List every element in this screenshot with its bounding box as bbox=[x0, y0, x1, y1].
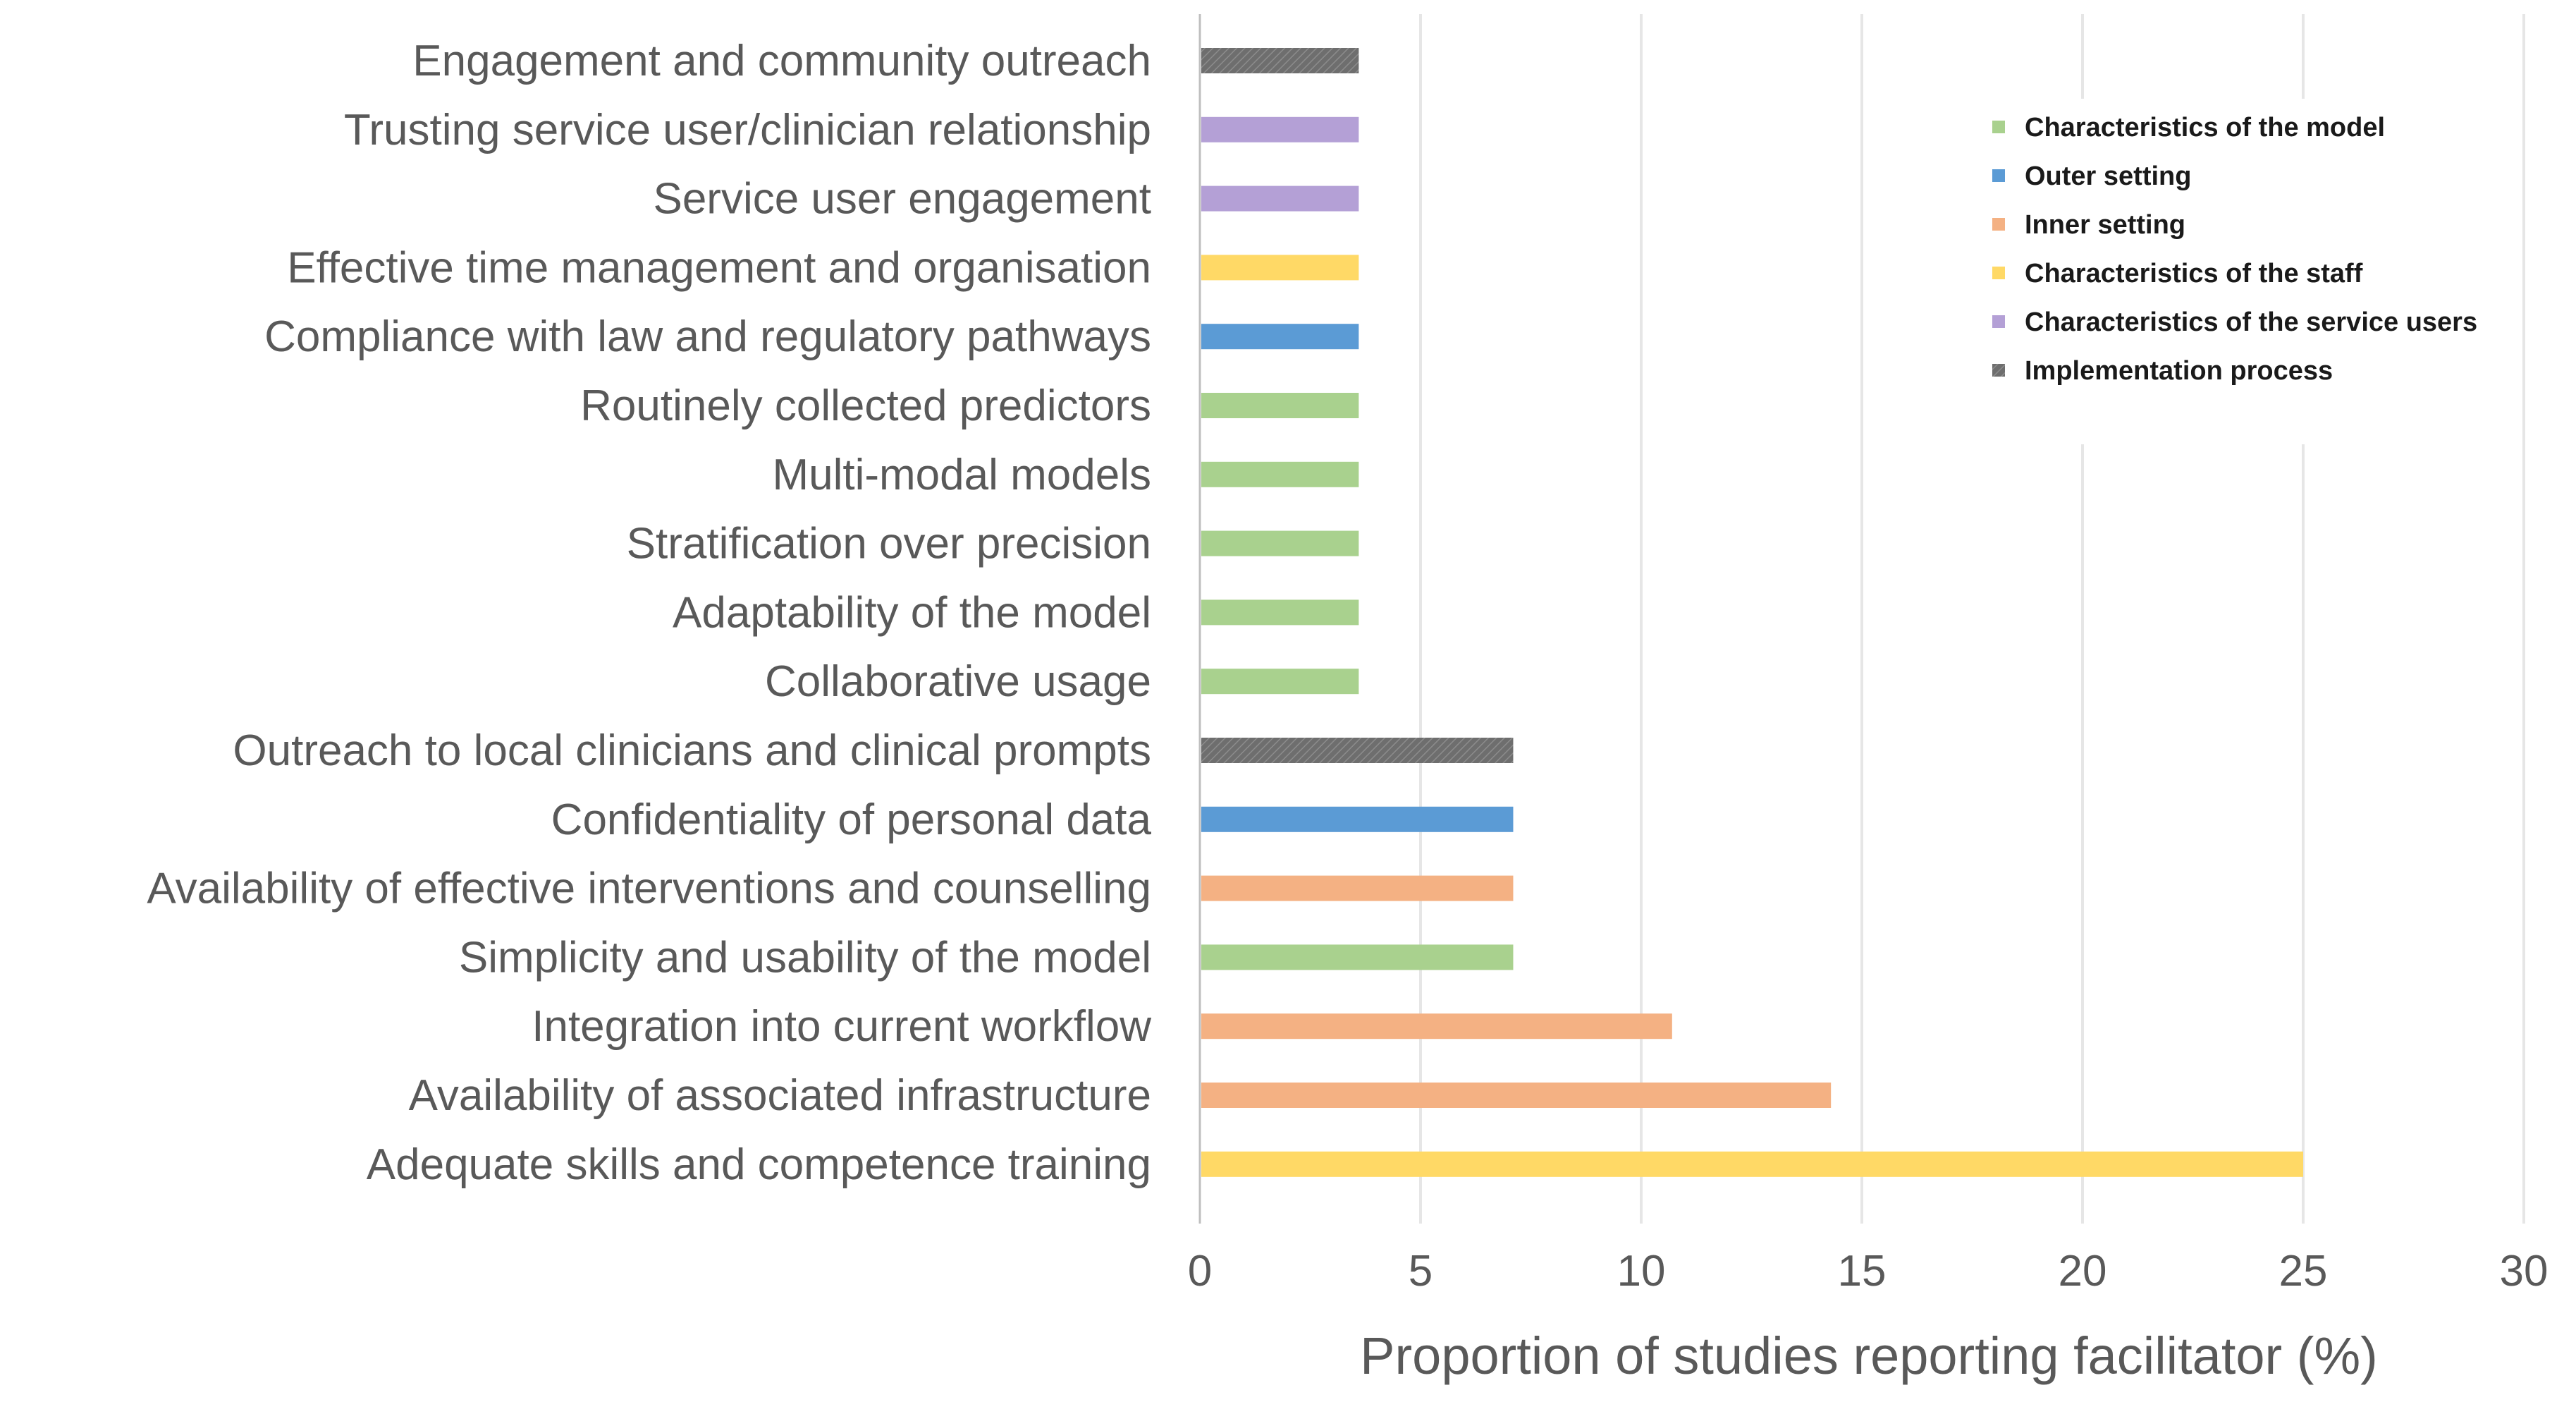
bar bbox=[1201, 738, 1514, 763]
bar bbox=[1201, 944, 1514, 970]
legend-swatch bbox=[1992, 315, 2005, 328]
bar bbox=[1201, 599, 1359, 626]
bar bbox=[1201, 255, 1359, 281]
category-label: Multi-modal models bbox=[772, 451, 1151, 499]
category-label: Integration into current workflow bbox=[532, 1002, 1151, 1051]
category-label: Simplicity and usability of the model bbox=[459, 933, 1151, 982]
category-label: Confidentiality of personal data bbox=[551, 796, 1152, 844]
category-label: Stratification over precision bbox=[627, 520, 1151, 568]
x-tick-label: 0 bbox=[1188, 1247, 1212, 1296]
bar bbox=[1201, 1083, 1832, 1108]
bar bbox=[1201, 530, 1359, 556]
category-label: Adequate skills and competence training bbox=[367, 1140, 1151, 1189]
category-label: Availability of effective interventions … bbox=[147, 865, 1151, 913]
x-axis-title: Proportion of studies reporting facilita… bbox=[1360, 1327, 2378, 1385]
category-label: Compliance with law and regulatory pathw… bbox=[264, 312, 1151, 361]
category-labels: Engagement and community outreach Trustin… bbox=[147, 37, 1151, 1189]
legend-swatch bbox=[1992, 364, 2005, 377]
legend-entry: Characteristics of the staff bbox=[2025, 259, 2363, 288]
category-label: Collaborative usage bbox=[765, 657, 1151, 706]
category-label: Engagement and community outreach bbox=[412, 37, 1151, 85]
bar bbox=[1201, 324, 1359, 350]
legend: Characteristics of the model Outer settin… bbox=[1992, 113, 2477, 386]
bar bbox=[1201, 185, 1359, 212]
gridlines bbox=[1198, 14, 2525, 1224]
legend-entry: Outer setting bbox=[2025, 161, 2191, 191]
x-tick-labels: 0 5 10 15 20 25 30 bbox=[1188, 1247, 2549, 1296]
category-label: Outreach to local clinicians and clinica… bbox=[233, 726, 1151, 775]
legend-entry: Inner setting bbox=[2025, 210, 2185, 240]
legend-swatch bbox=[1992, 267, 2005, 279]
category-label: Routinely collected predictors bbox=[580, 382, 1151, 430]
bar bbox=[1201, 393, 1359, 418]
bars bbox=[1201, 48, 2303, 1177]
bar bbox=[1201, 669, 1359, 695]
legend-entry: Characteristics of the model bbox=[2025, 113, 2385, 142]
bar bbox=[1201, 48, 1359, 73]
bar bbox=[1201, 1151, 2303, 1177]
legend-entry: Implementation process bbox=[2025, 356, 2333, 386]
x-tick-label: 30 bbox=[2500, 1247, 2549, 1296]
legend-swatch bbox=[1992, 121, 2005, 133]
category-label: Effective time management and organisati… bbox=[287, 243, 1151, 292]
bar bbox=[1201, 116, 1359, 142]
category-label: Service user engagement bbox=[653, 175, 1151, 224]
category-label: Availability of associated infrastructur… bbox=[409, 1071, 1151, 1120]
bar bbox=[1201, 461, 1359, 487]
x-tick-label: 15 bbox=[1838, 1247, 1887, 1296]
x-tick-label: 5 bbox=[1409, 1247, 1433, 1296]
bar bbox=[1201, 875, 1514, 901]
x-tick-label: 20 bbox=[2059, 1247, 2107, 1296]
category-label: Trusting service user/clinician relation… bbox=[344, 106, 1151, 154]
x-tick-label: 25 bbox=[2279, 1247, 2328, 1296]
legend-swatch bbox=[1992, 169, 2005, 182]
legend-entry: Characteristics of the service users bbox=[2025, 307, 2477, 337]
legend-background bbox=[1953, 99, 2489, 444]
x-tick-label: 10 bbox=[1617, 1247, 1666, 1296]
bar bbox=[1201, 806, 1514, 832]
bar bbox=[1201, 1013, 1672, 1040]
legend-swatch bbox=[1992, 218, 2005, 231]
category-label: Adaptability of the model bbox=[673, 588, 1151, 637]
